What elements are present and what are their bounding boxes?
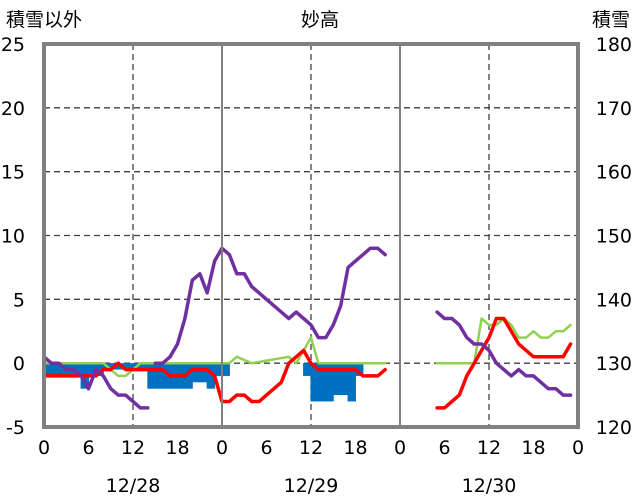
left-tick-labels: -5 0 5 10 15 20 25 (1, 34, 25, 439)
date-label: 12/30 (462, 475, 517, 497)
right-tick-label: 120 (596, 417, 632, 439)
precip-bar (325, 363, 334, 402)
precip-bar (199, 363, 208, 383)
series-lines (42, 246, 573, 410)
left-tick-label: 0 (13, 353, 25, 375)
precip-bar (95, 363, 104, 376)
x-tick-label: 12 (121, 437, 145, 459)
x-tick-labels: 0 6 12 18 0 6 12 18 0 6 12 18 0 (38, 437, 584, 459)
precip-bar (50, 363, 60, 376)
x-tick-label: 18 (343, 437, 367, 459)
precip-bar (154, 363, 164, 389)
right-axis-label: 積雪 (592, 9, 630, 31)
left-tick-label: 5 (13, 289, 25, 311)
precip-bar (340, 363, 349, 396)
chart-title: 妙高 (301, 9, 339, 31)
precip-bar (139, 363, 149, 370)
precip-bar (206, 363, 216, 389)
precip-bar (214, 363, 223, 376)
precip-bar (88, 363, 97, 376)
precip-bar (147, 363, 156, 389)
series-line (435, 310, 573, 397)
right-tick-label: 140 (596, 289, 632, 311)
series-line (435, 316, 573, 410)
precip-bar (317, 363, 327, 402)
date-label: 12/28 (106, 475, 161, 497)
precip-bar (355, 363, 364, 376)
right-tick-label: 130 (596, 353, 632, 375)
x-tick-label: 6 (438, 437, 450, 459)
precip-bar (310, 363, 319, 402)
precip-bar (221, 363, 230, 376)
left-tick-label: 25 (1, 34, 25, 56)
x-tick-label: 0 (572, 437, 584, 459)
series-line (153, 246, 387, 365)
right-tick-label: 160 (596, 162, 632, 184)
right-tick-label: 170 (596, 98, 632, 120)
left-axis-label: 積雪以外 (6, 9, 82, 31)
precip-bar (162, 363, 171, 389)
precip-bar (191, 363, 201, 383)
x-tick-label: 0 (38, 437, 50, 459)
x-tick-label: 6 (82, 437, 94, 459)
left-tick-label: 20 (1, 98, 25, 120)
x-tick-label: 6 (260, 437, 272, 459)
plot-frame (42, 42, 580, 429)
left-tick-label: -5 (6, 417, 25, 439)
right-tick-label: 180 (596, 34, 632, 56)
right-tick-labels: 120 130 140 150 160 170 180 (596, 34, 632, 439)
series-line (435, 317, 572, 365)
precip-bar (73, 363, 82, 376)
x-tick-label: 18 (165, 437, 189, 459)
day-dividers (221, 44, 401, 427)
precip-bar (43, 363, 52, 376)
x-tick-label: 0 (216, 437, 228, 459)
left-tick-label: 10 (1, 226, 25, 248)
x-tick-label: 12 (477, 437, 501, 459)
x-tick-label: 12 (299, 437, 323, 459)
gridlines (44, 44, 578, 427)
precip-bar (347, 363, 356, 402)
precip-bar (58, 363, 67, 376)
right-tick-label: 150 (596, 226, 632, 248)
precip-bar (184, 363, 193, 389)
precip-bar (332, 363, 342, 396)
x-tick-label: 0 (394, 437, 406, 459)
precip-bar (303, 363, 312, 376)
precip-bar (125, 363, 134, 370)
date-labels: 12/28 12/29 12/30 (106, 475, 517, 497)
left-tick-label: 15 (1, 162, 25, 184)
x-tick-label: 18 (521, 437, 545, 459)
series-line (42, 355, 150, 410)
date-label: 12/29 (284, 475, 339, 497)
